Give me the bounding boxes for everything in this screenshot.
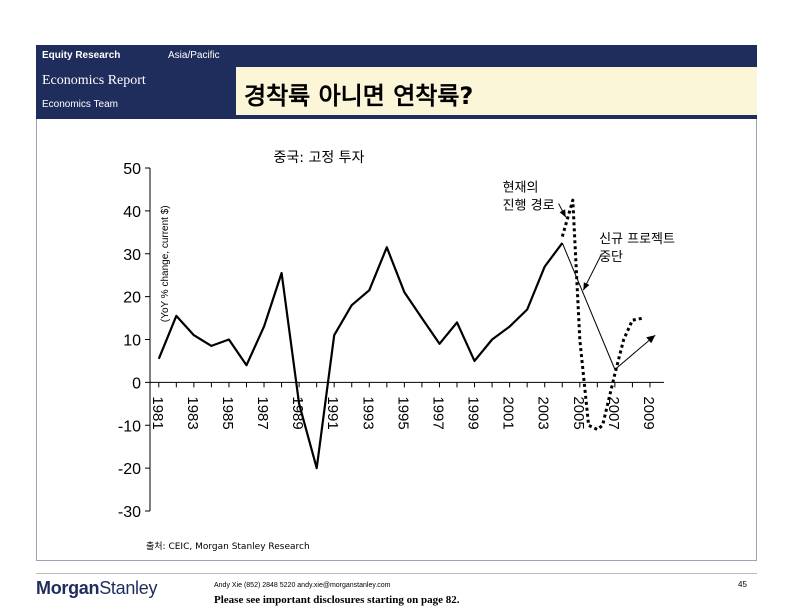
morgan-stanley-logo: MorganStanley bbox=[36, 578, 158, 598]
title-box: 경착륙 아니면 연착륙? bbox=[236, 67, 757, 115]
x-tick-label: 1991 bbox=[324, 396, 341, 429]
x-tick-label: 2007 bbox=[605, 396, 622, 429]
annotation-arrowhead bbox=[583, 282, 590, 291]
x-tick-label: 2005 bbox=[570, 396, 587, 429]
y-tick-label: 20 bbox=[123, 290, 141, 307]
x-tick-label: 2001 bbox=[500, 396, 517, 429]
y-tick-label: 30 bbox=[123, 247, 141, 264]
disclosure-note: Please see important disclosures startin… bbox=[214, 594, 460, 606]
x-tick-label: 1995 bbox=[394, 396, 411, 429]
source-note: 출처: CEIC, Morgan Stanley Research bbox=[146, 540, 310, 552]
series-line-dashed bbox=[560, 198, 644, 431]
report-band: Economics Report Economics Team bbox=[36, 67, 236, 119]
top-bar: Equity Research Asia/Pacific bbox=[36, 45, 757, 67]
series-line-solid bbox=[157, 242, 564, 470]
y-tick-label: 50 bbox=[123, 161, 141, 178]
x-tick-label: 1997 bbox=[429, 396, 446, 429]
annotation-text: 신규 프로젝트 bbox=[599, 232, 675, 247]
y-tick-label: -20 bbox=[118, 461, 141, 478]
x-tick-label: 2009 bbox=[640, 396, 657, 429]
page-number: 45 bbox=[738, 580, 747, 589]
footer-divider bbox=[36, 573, 757, 574]
analyst-contact: Andy Xie (852) 2848 5220 andy.xie@morgan… bbox=[214, 582, 391, 589]
team-name: Economics Team bbox=[42, 99, 118, 110]
annotation-text: 중단 bbox=[599, 250, 623, 265]
forecast-arrowhead bbox=[646, 335, 656, 344]
section-label: Equity Research bbox=[42, 50, 121, 61]
x-tick-label: 1985 bbox=[219, 396, 236, 429]
x-tick-label: 1989 bbox=[289, 396, 306, 429]
page-title: 경착륙 아니면 연착륙? bbox=[244, 82, 474, 110]
x-tick-label: 1993 bbox=[359, 396, 376, 429]
x-tick-label: 2003 bbox=[535, 396, 552, 429]
x-tick-label: 1987 bbox=[254, 396, 271, 429]
annotation-text: 현재의 bbox=[503, 181, 539, 196]
title-underline bbox=[236, 115, 757, 119]
y-tick-label: 10 bbox=[123, 333, 141, 350]
x-tick-label: 1999 bbox=[465, 396, 482, 429]
content-panel bbox=[36, 119, 757, 561]
y-tick-label: 0 bbox=[132, 375, 141, 392]
annotation-text: 진행 경로 bbox=[503, 198, 555, 214]
report-name: Economics Report bbox=[42, 73, 146, 88]
y-axis-label: (YoY % change, current $) bbox=[160, 205, 171, 322]
y-tick-label: -10 bbox=[118, 418, 141, 435]
x-tick-label: 1981 bbox=[149, 396, 166, 429]
region-label: Asia/Pacific bbox=[168, 50, 220, 61]
annotation-arrowhead bbox=[559, 209, 566, 218]
y-tick-label: -30 bbox=[118, 504, 141, 521]
y-tick-label: 40 bbox=[123, 204, 141, 221]
x-tick-label: 1983 bbox=[184, 396, 201, 429]
series-line-thin bbox=[561, 242, 656, 370]
chart-title: 중국: 고정 투자 bbox=[274, 150, 365, 166]
